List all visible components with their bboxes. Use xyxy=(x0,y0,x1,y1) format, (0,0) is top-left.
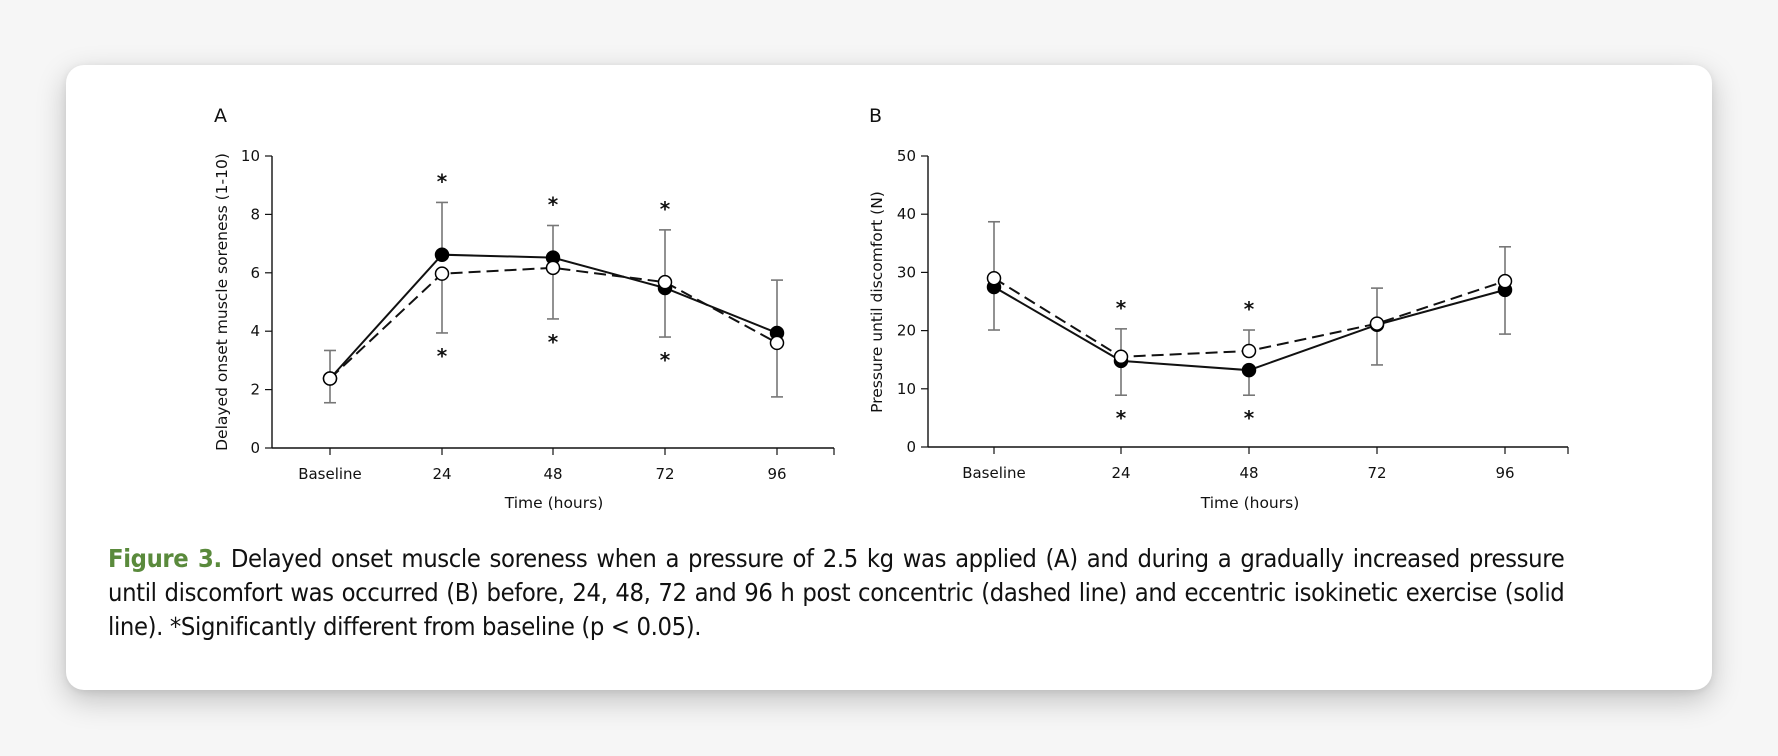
data-point-concentric xyxy=(1369,316,1385,331)
panel-label-a: A xyxy=(214,105,227,127)
panel-label-b: B xyxy=(869,105,882,127)
y-tick-label: 40 xyxy=(897,205,916,223)
data-point-concentric xyxy=(769,335,785,351)
y-tick-label: 10 xyxy=(241,147,260,165)
x-tick-label: 72 xyxy=(655,465,674,483)
data-point-concentric xyxy=(434,266,450,281)
y-tick-label: 50 xyxy=(897,147,916,165)
x-tick-label: 72 xyxy=(1367,464,1386,482)
panel-a: A Delayed onset muscle soreness (1-10) T… xyxy=(213,105,835,512)
data-point-eccentric xyxy=(1241,362,1257,378)
caption-text: Delayed onset muscle soreness when a pre… xyxy=(108,544,1565,641)
y-tick-label: 30 xyxy=(897,263,916,281)
x-tick-label: 96 xyxy=(1495,464,1514,482)
figure-caption: Figure 3. Delayed onset muscle soreness … xyxy=(108,542,1565,644)
x-tick-label: 24 xyxy=(432,465,451,483)
x-tick-label: 48 xyxy=(1239,464,1258,482)
data-point-concentric xyxy=(322,371,338,386)
y-tick-label: 2 xyxy=(250,381,260,399)
data-point-concentric xyxy=(1113,349,1129,365)
x-tick-label: Baseline xyxy=(298,465,362,483)
y-tick-label: 8 xyxy=(250,205,260,223)
x-axis-title-a: Time (hours) xyxy=(504,494,604,512)
y-tick-label: 10 xyxy=(897,380,916,398)
significance-marker: * xyxy=(1244,406,1255,430)
y-tick-label: 0 xyxy=(250,439,260,457)
x-axis-title-b: Time (hours) xyxy=(1200,494,1300,512)
x-tick-label: 24 xyxy=(1111,464,1130,482)
significance-marker: * xyxy=(660,197,671,221)
significance-marker: * xyxy=(660,348,671,372)
panel-b: B Pressure until discomfort (N) Time (ho… xyxy=(868,105,1569,512)
significance-marker: * xyxy=(1116,406,1127,430)
data-point-concentric xyxy=(657,274,673,290)
significance-marker: * xyxy=(1116,296,1127,320)
data-point-concentric xyxy=(986,270,1002,286)
significance-marker: * xyxy=(548,192,559,216)
x-tick-label: Baseline xyxy=(962,464,1026,482)
x-tick-label: 48 xyxy=(543,465,562,483)
data-point-concentric xyxy=(1497,273,1513,289)
significance-marker: * xyxy=(548,330,559,354)
x-tick-label: 96 xyxy=(767,465,786,483)
y-axis-title-a: Delayed onset muscle soreness (1-10) xyxy=(213,153,231,451)
data-point-concentric xyxy=(545,260,561,276)
y-axis-title-b: Pressure until discomfort (N) xyxy=(868,191,886,413)
data-point-concentric xyxy=(1241,343,1257,359)
significance-marker: * xyxy=(437,344,448,368)
y-tick-label: 0 xyxy=(906,438,916,456)
series-line-concentric xyxy=(329,266,778,380)
data-point-eccentric xyxy=(434,247,450,262)
figure-label: Figure 3. xyxy=(108,544,222,573)
y-tick-label: 20 xyxy=(897,322,916,340)
significance-marker: * xyxy=(437,169,448,193)
y-tick-label: 6 xyxy=(250,264,260,282)
significance-marker: * xyxy=(1244,297,1255,321)
y-tick-label: 4 xyxy=(250,322,260,340)
figure-card xyxy=(66,65,1712,690)
